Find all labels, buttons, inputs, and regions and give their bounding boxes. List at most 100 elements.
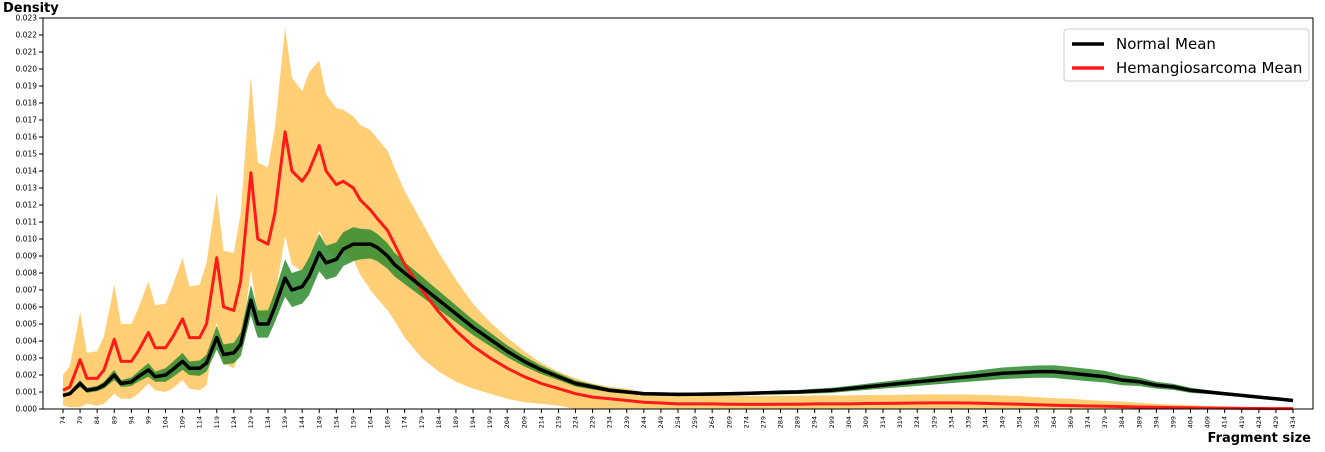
x-tick-label: 109 (179, 416, 187, 428)
x-tick-label: 389 (1135, 416, 1143, 428)
x-tick-label: 199 (486, 416, 494, 428)
x-tick-label: 79 (76, 416, 84, 424)
x-tick-label: 139 (281, 416, 289, 428)
x-tick-label: 324 (913, 416, 921, 428)
x-tick-label: 399 (1169, 416, 1177, 428)
legend-entry: Normal Mean (1116, 35, 1216, 53)
y-tick-label: 0.017 (16, 116, 38, 125)
y-tick-label: 0.020 (16, 65, 38, 74)
x-tick-label: 189 (452, 416, 460, 428)
x-tick-label: 279 (759, 416, 767, 428)
x-tick-label: 164 (367, 416, 375, 428)
x-tick-label: 104 (162, 416, 170, 428)
y-tick-label: 0.011 (16, 218, 38, 227)
x-tick-label: 94 (127, 416, 135, 424)
line-hemangiosarcoma-mean (62, 130, 1293, 411)
y-tick-label: 0.002 (16, 371, 38, 380)
x-tick-label: 339 (964, 416, 972, 428)
x-tick-label: 269 (725, 416, 733, 428)
y-tick-label: 0.022 (16, 31, 38, 40)
x-tick-label: 419 (1238, 416, 1246, 428)
legend-entry: Hemangiosarcoma Mean (1116, 59, 1302, 77)
x-tick-label: 264 (708, 416, 716, 428)
x-tick-label: 309 (862, 416, 870, 428)
x-tick-label: 244 (640, 416, 648, 428)
x-tick-label: 379 (1101, 416, 1109, 428)
x-tick-label: 234 (606, 416, 614, 428)
x-tick-label: 319 (896, 416, 904, 428)
x-tick-label: 149 (315, 416, 323, 428)
y-tick-label: 0.012 (16, 201, 38, 210)
x-tick-label: 384 (1118, 416, 1126, 428)
x-tick-label: 414 (1221, 416, 1229, 428)
band-normal (63, 227, 1293, 402)
y-tick-label: 0.015 (16, 150, 38, 159)
x-tick-label: 304 (845, 416, 853, 428)
x-tick-label: 154 (332, 416, 340, 428)
legend: Normal Mean Hemangiosarcoma Mean (1063, 28, 1310, 82)
x-tick-label: 134 (264, 416, 272, 428)
x-tick-label: 229 (589, 416, 597, 428)
x-tick-label: 409 (1204, 416, 1212, 428)
line-normal-mean (62, 242, 1294, 403)
axes: 0.000 0.001 0.002 0.003 0.004 0.005 0.006 0.007… (16, 14, 1314, 428)
x-tick-label: 89 (110, 416, 118, 424)
x-tick-label: 99 (144, 416, 152, 424)
y-tick-label: 0.005 (16, 320, 38, 329)
x-tick-label: 159 (349, 416, 357, 428)
x-tick-label: 344 (982, 416, 990, 428)
y-tick-label: 0.004 (16, 337, 38, 346)
x-tick-label: 119 (213, 416, 221, 428)
y-tick-label: 0.023 (16, 14, 38, 23)
x-tick-label: 334 (947, 416, 955, 428)
x-tick-label: 289 (794, 416, 802, 428)
x-tick-label: 249 (657, 416, 665, 428)
x-tick-label: 84 (93, 416, 101, 424)
y-tick-label: 0.009 (16, 252, 38, 261)
x-tick-label: 364 (1050, 416, 1058, 428)
x-tick-label: 174 (401, 416, 409, 428)
x-tick-label: 274 (742, 416, 750, 428)
legend-box (1063, 28, 1310, 82)
y-tick-label: 0.003 (16, 354, 38, 363)
x-tick-label: 74 (59, 416, 67, 424)
y-tick-label: 0.000 (16, 405, 38, 414)
y-tick-label: 0.010 (16, 235, 38, 244)
y-tick-label: 0.006 (16, 303, 38, 312)
x-tick-label: 239 (623, 416, 631, 428)
confidence-bands (63, 28, 1293, 409)
y-tick-label: 0.021 (16, 48, 38, 57)
x-tick-label: 294 (811, 416, 819, 428)
x-tick-label: 184 (435, 416, 443, 428)
mean-lines (62, 130, 1294, 411)
y-tick-label: 0.007 (16, 286, 38, 295)
x-tick-label: 299 (828, 416, 836, 428)
x-tick-label: 404 (1187, 416, 1195, 428)
x-tick-label: 259 (691, 416, 699, 428)
x-tick-label: 354 (1016, 416, 1024, 428)
x-tick-label: 214 (537, 416, 545, 428)
x-tick-label: 224 (572, 416, 580, 428)
y-tick-label: 0.001 (16, 388, 38, 397)
y-tick-label: 0.016 (16, 133, 38, 142)
y-tick-label: 0.008 (16, 269, 38, 278)
x-tick-label: 129 (247, 416, 255, 428)
y-tick-label: 0.019 (16, 82, 38, 91)
x-tick-label: 204 (503, 416, 511, 428)
x-tick-label: 369 (1067, 416, 1075, 428)
x-tick-label: 424 (1255, 416, 1263, 428)
x-tick-label: 124 (230, 416, 238, 428)
x-tick-label: 284 (777, 416, 785, 428)
x-tick-label: 349 (999, 416, 1007, 428)
x-tick-label: 254 (674, 416, 682, 428)
x-tick-label: 194 (469, 416, 477, 428)
y-tick-label: 0.014 (16, 167, 38, 176)
x-tick-label: 219 (554, 416, 562, 428)
y-tick-label: 0.018 (16, 99, 38, 108)
x-tick-label: 209 (520, 416, 528, 428)
y-tick-label: 0.013 (16, 184, 38, 193)
x-tick-label: 359 (1033, 416, 1041, 428)
x-tick-label: 374 (1084, 416, 1092, 428)
x-tick-label: 314 (879, 416, 887, 428)
